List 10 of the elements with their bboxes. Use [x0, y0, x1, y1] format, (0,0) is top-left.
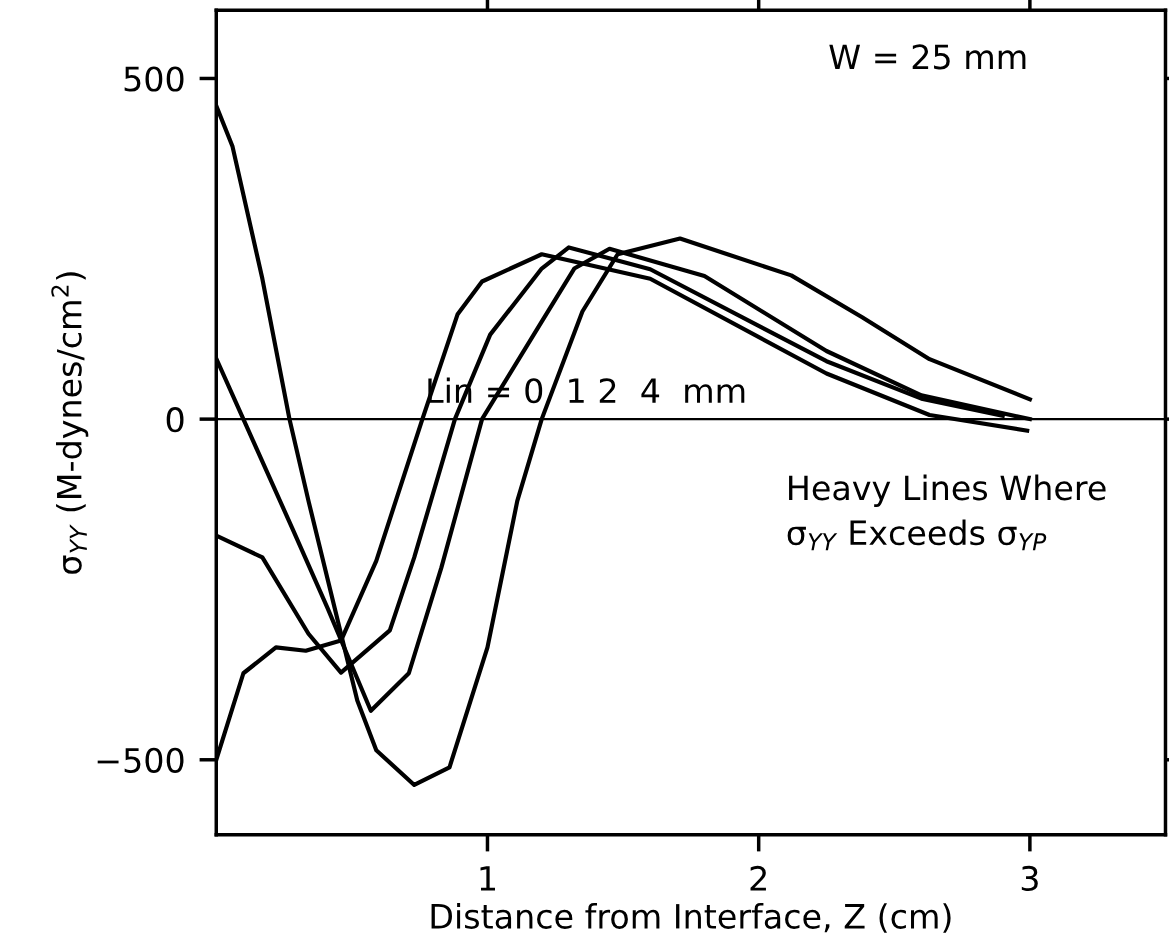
y-tick-label: 500 [124, 66, 184, 92]
y-tick-label: 0 [166, 407, 184, 433]
y-tick-label: −500 [97, 747, 184, 773]
x-axis-title: Distance from Interface, Z (cm) [431, 903, 951, 933]
x-tick-label: 3 [1021, 865, 1038, 892]
y-axis-title: σ$_{YY}$ (M-dynes/cm$^{2}$) [51, 272, 89, 574]
annotation: W = 25 mm [829, 44, 1026, 70]
x-tick-label: 1 [480, 866, 495, 891]
annotation: Heavy Lines Where σ$_{YY}$ Exceeds σ$_{YP}$ [787, 474, 1106, 551]
x-tick-label: 2 [750, 865, 766, 891]
